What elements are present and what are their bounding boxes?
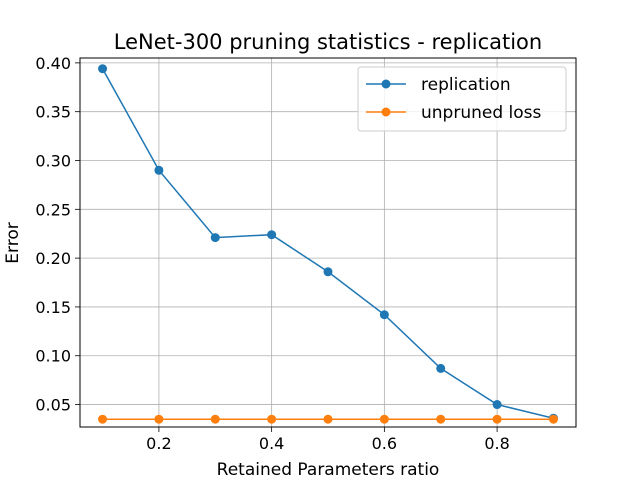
plot-frame [79, 57, 577, 428]
x-tick-label: 0.4 [259, 434, 284, 453]
y-tick-label: 0.30 [35, 152, 71, 171]
data-point-unpruned-loss [98, 414, 108, 424]
data-point-replication [210, 233, 220, 243]
legend: replication unpruned loss [357, 66, 567, 132]
data-point-replication [154, 165, 164, 175]
legend-box [357, 66, 567, 132]
data-point-unpruned-loss [436, 414, 446, 424]
data-point-replication [492, 400, 502, 410]
y-tick-label: 0.05 [35, 396, 71, 415]
data-point-replication [323, 267, 333, 277]
y-ticks: 0.05 0.10 0.15 0.20 0.25 0.30 0.35 0.40 [35, 54, 80, 415]
series-layer [98, 64, 558, 424]
data-point-unpruned-loss [154, 414, 164, 424]
y-tick-label: 0.25 [35, 200, 71, 219]
data-point-replication [98, 64, 108, 74]
legend-marker-replication [381, 79, 391, 89]
data-point-unpruned-loss [548, 414, 558, 424]
legend-label-replication: replication [421, 75, 511, 95]
data-point-replication [267, 230, 277, 240]
x-tick-label: 0.8 [484, 434, 509, 453]
data-point-unpruned-loss [267, 414, 277, 424]
data-point-unpruned-loss [379, 414, 389, 424]
data-point-unpruned-loss [323, 414, 333, 424]
x-ticks: 0.2 0.4 0.6 0.8 [146, 427, 510, 453]
legend-marker-unpruned-loss [381, 107, 391, 117]
legend-label-unpruned-loss: unpruned loss [421, 103, 542, 123]
x-tick-label: 0.2 [146, 434, 171, 453]
data-point-replication [436, 363, 446, 373]
y-tick-label: 0.15 [35, 298, 71, 317]
x-tick-label: 0.6 [372, 434, 397, 453]
y-tick-label: 0.35 [35, 103, 71, 122]
y-tick-label: 0.10 [35, 347, 71, 366]
x-axis-label: Retained Parameters ratio [217, 460, 440, 480]
y-tick-label: 0.40 [35, 54, 71, 73]
data-point-replication [379, 310, 389, 320]
chart-title: LeNet-300 pruning statistics - replicati… [114, 30, 542, 54]
y-axis-label: Error [3, 222, 23, 263]
data-point-unpruned-loss [210, 414, 220, 424]
data-point-unpruned-loss [492, 414, 502, 424]
y-tick-label: 0.20 [35, 249, 71, 268]
